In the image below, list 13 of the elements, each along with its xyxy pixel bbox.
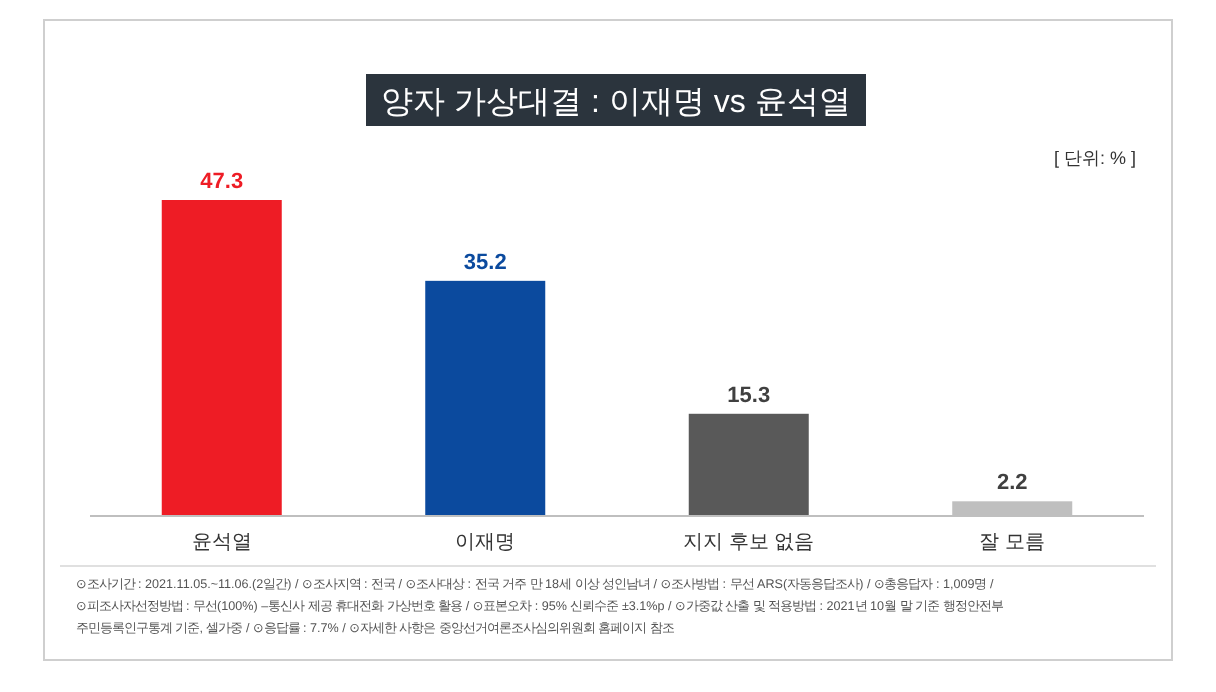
bar	[161, 200, 282, 516]
data-label: 2.2	[996, 471, 1028, 496]
data-label: 47.3	[200, 170, 244, 194]
x-tick-label: 잘 모름	[979, 532, 1046, 554]
x-tick-label: 지지 후보 없음	[683, 532, 815, 554]
chart-title: 양자 가상대결 : 이재명 vs 윤석열	[381, 86, 851, 120]
bar	[688, 413, 809, 516]
data-label: 15.3	[727, 383, 771, 408]
text: [ 단위: % ]	[1053, 148, 1136, 168]
bar	[425, 280, 546, 516]
data-label: 35.2	[463, 250, 507, 275]
x-tick-label: 윤석열	[191, 532, 252, 554]
x-tick-label: 이재명	[455, 532, 516, 554]
